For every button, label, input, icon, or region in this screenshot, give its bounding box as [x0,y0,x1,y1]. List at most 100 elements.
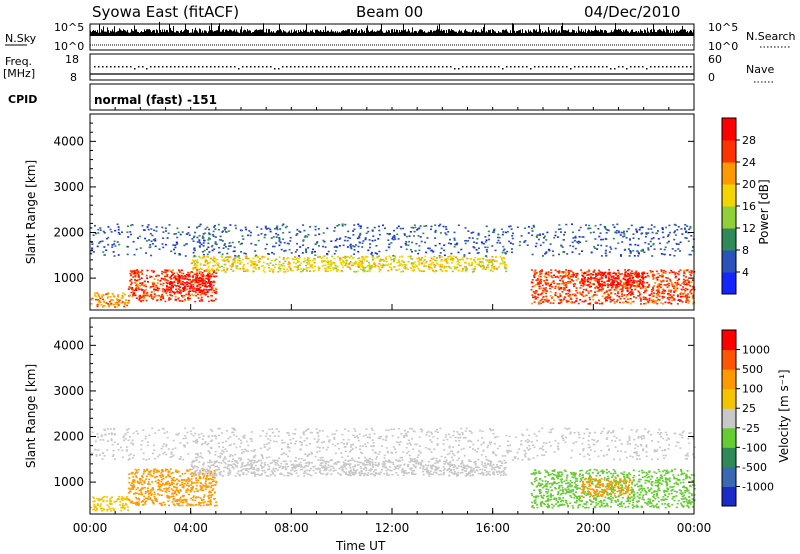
data-point [208,504,210,506]
data-point [481,268,484,270]
data-point [197,496,200,498]
freq-dot [326,66,328,68]
colorbar-tick-label: 28 [742,134,756,147]
freq-dot [154,66,156,68]
data-point [270,237,273,239]
data-point [581,278,583,280]
data-point [684,295,687,298]
data-point [165,488,168,491]
data-point [169,468,172,470]
data-point [490,268,493,271]
data-point [140,481,143,484]
data-point [146,491,149,493]
data-point [175,285,178,287]
data-point [684,289,687,292]
data-point [407,260,410,263]
data-point [553,236,556,239]
date-label: 04/Dec/2010 [584,3,680,21]
data-point [432,251,435,253]
data-point [132,483,135,486]
data-point [339,259,341,261]
data-point [433,258,435,261]
data-point [170,250,173,253]
data-point [634,280,637,282]
data-point [215,480,218,483]
data-point [672,271,675,273]
data-point [95,295,98,298]
data-point [475,249,478,251]
data-point [430,249,433,252]
data-point [318,267,321,269]
data-point [643,251,646,254]
data-point [418,249,421,252]
data-point [473,268,476,270]
data-point [627,269,629,272]
data-point [150,295,153,298]
data-point [487,263,490,266]
data-point [536,296,539,299]
data-point [167,232,170,235]
data-point [638,284,640,286]
data-point [233,246,236,249]
colorbar-segment [722,206,736,229]
data-point [253,473,256,475]
data-point [443,244,446,246]
freq-dot [202,66,204,68]
data-point [155,230,158,232]
data-point [267,227,270,230]
data-point [444,270,447,272]
data-point [418,245,421,247]
data-point [413,230,416,233]
data-point [118,299,121,302]
data-point [618,295,621,298]
data-point [139,488,142,491]
freq-dot [402,66,404,68]
data-point [171,492,174,495]
data-point [558,270,561,272]
data-point [209,285,212,288]
data-point [272,269,275,271]
data-point [477,232,480,235]
data-point [121,496,124,498]
data-point [91,247,94,249]
data-point [149,491,152,493]
data-point [428,263,431,266]
data-point [174,500,177,503]
data-point [649,240,652,243]
data-point [260,256,263,259]
data-point [574,236,577,239]
data-point [122,497,125,499]
data-point [578,236,581,238]
data-point [593,245,596,248]
data-point [296,269,299,271]
freq-dot [526,66,528,68]
data-point [579,299,582,301]
data-point [476,238,479,240]
data-point [656,289,658,292]
data-point [599,271,602,273]
data-point [188,275,191,278]
data-point [183,479,186,481]
data-point [135,248,138,251]
data-point [417,260,420,263]
data-point [549,285,552,287]
data-point [534,295,536,297]
data-point [201,279,204,282]
data-point [501,262,504,265]
data-point [536,282,539,284]
data-point [244,226,247,229]
data-point [298,264,301,266]
data-point [572,231,574,234]
data-point [618,282,621,284]
data-point [653,248,656,250]
data-point [378,250,381,253]
data-point [460,248,463,251]
data-point [133,289,136,292]
data-point [204,486,207,488]
data-point [680,296,682,298]
data-point [347,266,350,268]
data-point [194,499,197,502]
data-point [417,267,420,270]
data-point [554,269,557,271]
